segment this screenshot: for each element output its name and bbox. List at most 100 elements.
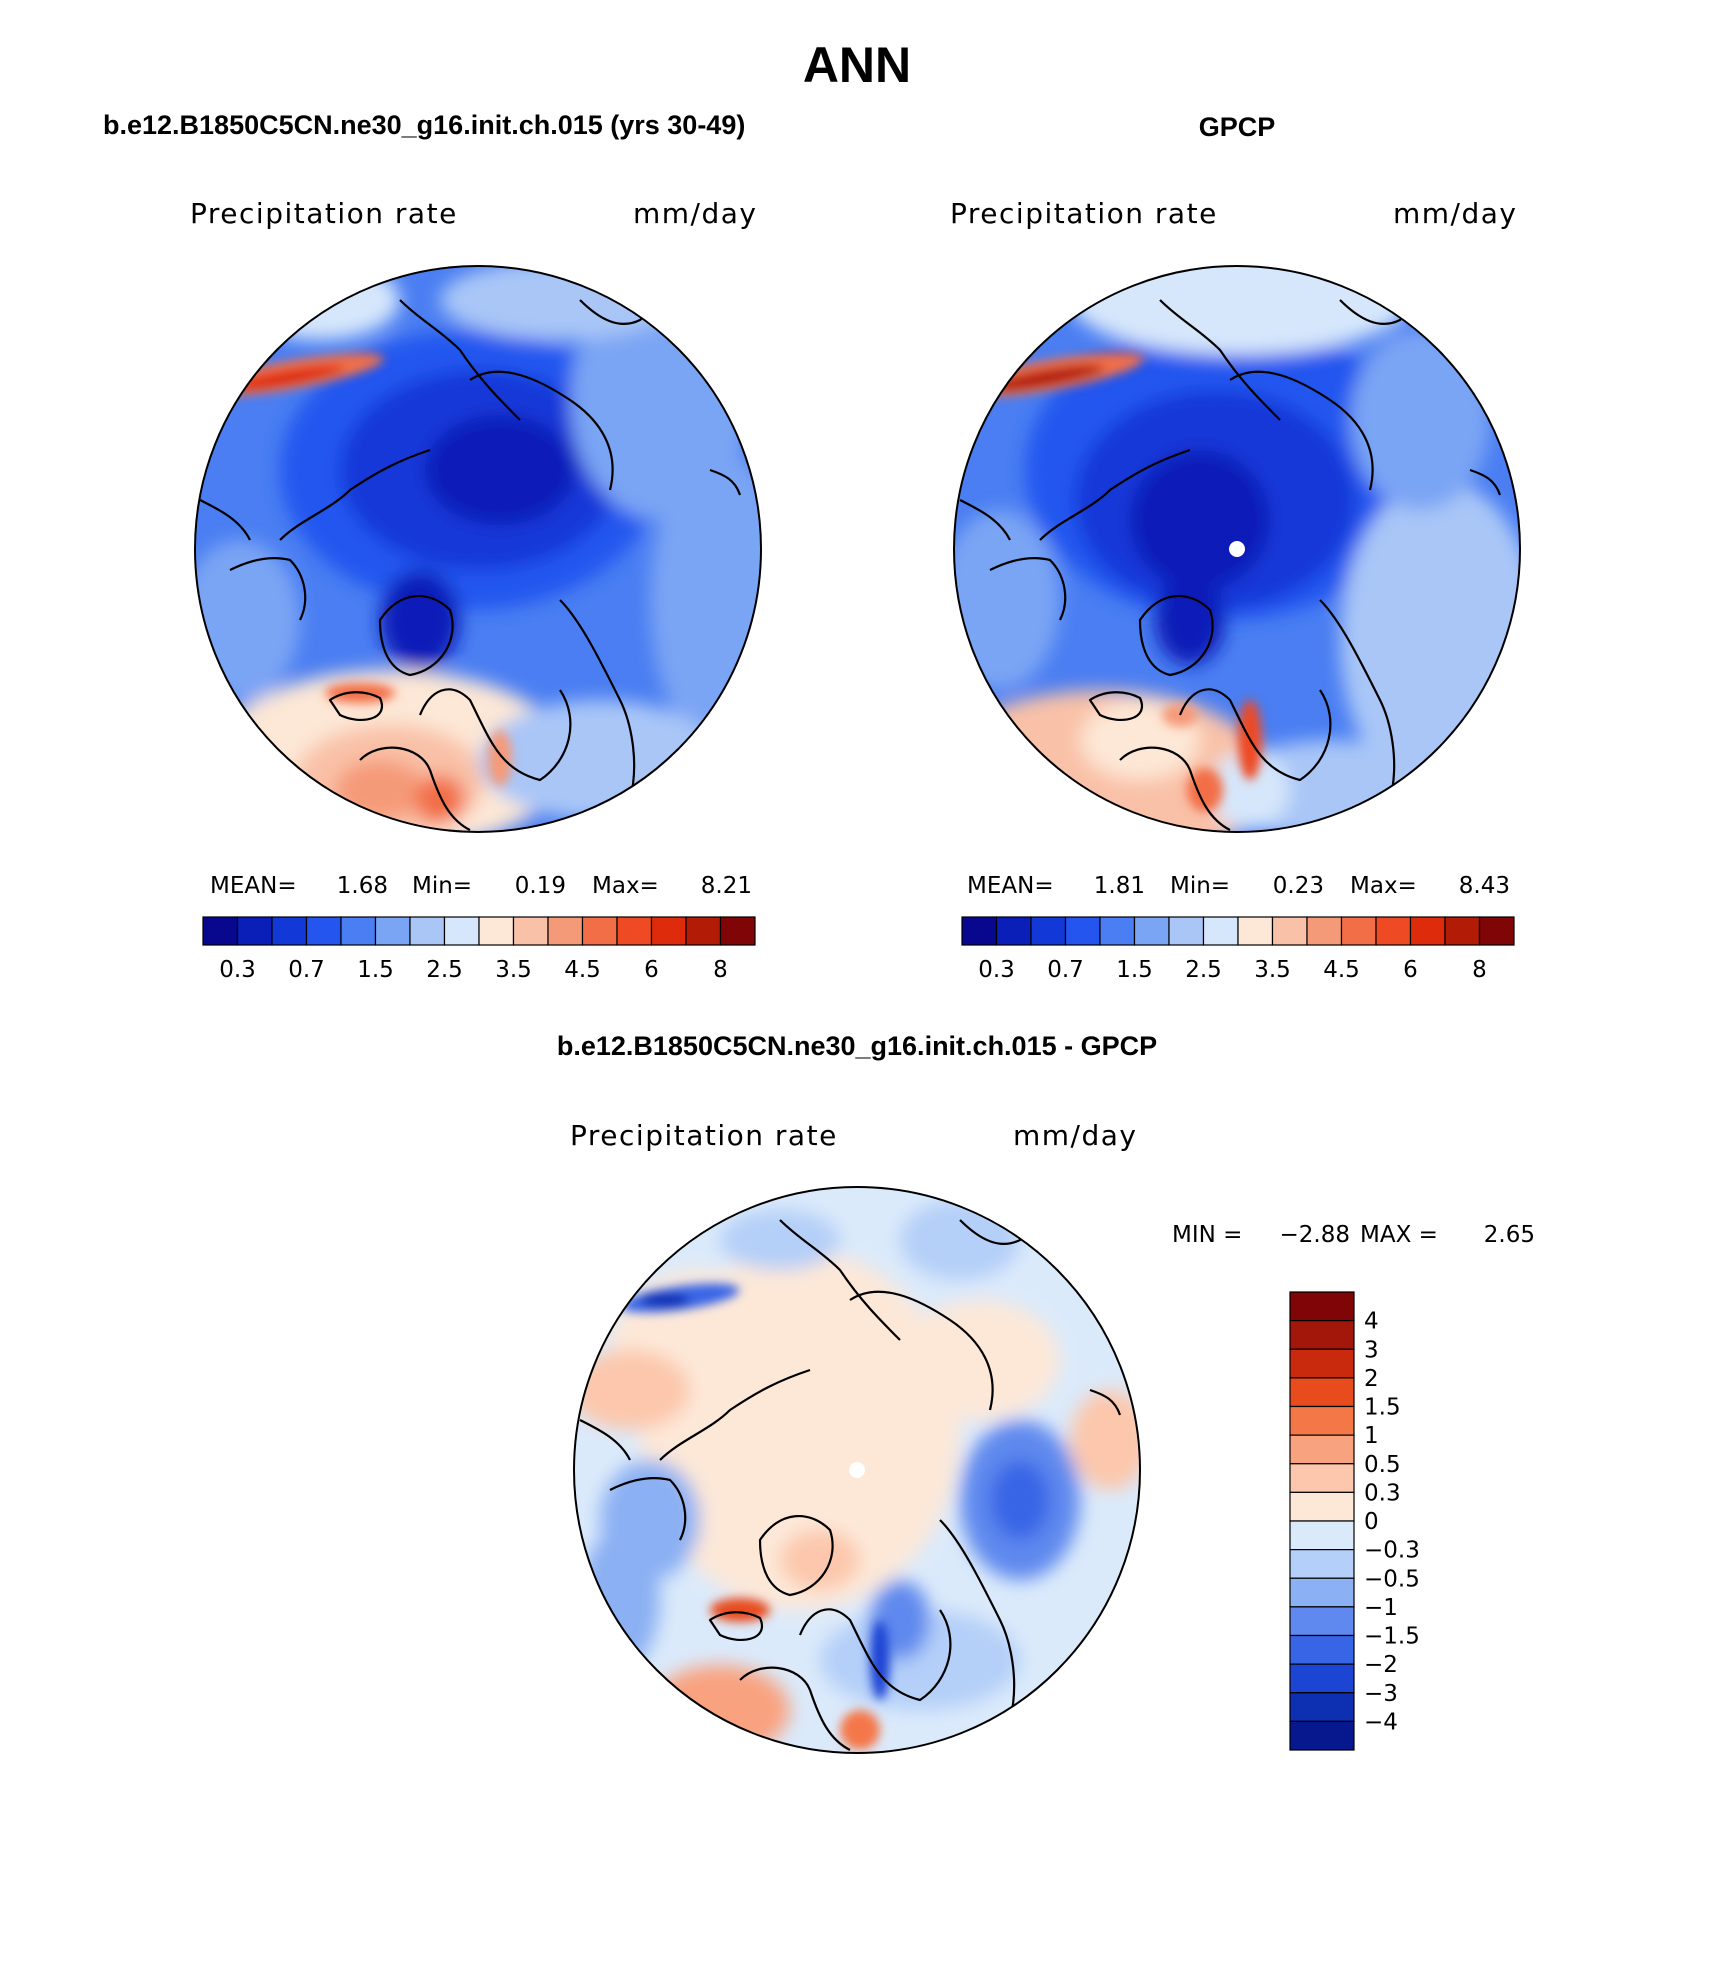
colorbar-tick-label: 0.7 [1047,957,1084,983]
max-value: 2.65 [1484,1222,1535,1248]
mean-label: MEAN= [967,873,1054,899]
colorbar-tick-label: 0.7 [288,957,325,983]
map-border [953,265,1521,833]
colorbar-tick-label: −1.5 [1364,1624,1420,1650]
colorbar-swatch [1340,916,1377,946]
colorbar-swatch [1289,1606,1355,1637]
colorbar-tick-label: 8 [1472,957,1487,983]
colorbar-swatch [1306,916,1343,946]
colorbar-tick-label: −4 [1364,1709,1398,1735]
colorbar-swatch [443,916,480,946]
polar-map [195,266,761,832]
max-label: MAX = [1360,1222,1438,1248]
map-border [194,265,762,833]
colorbar-tick-label: 0.3 [1364,1480,1401,1506]
colorbar-tick-label: 2.5 [426,957,463,983]
units-label: mm/day [1393,197,1518,230]
colorbar-swatch [271,916,308,946]
colorbar-tick-label: 2.5 [1185,957,1222,983]
colorbar-swatch [581,916,618,946]
colorbar-swatch [1030,916,1067,946]
colorbar-tick-label: −0.3 [1364,1538,1420,1564]
colorbar-tick-label: 1.5 [1364,1395,1401,1421]
colorbar-swatch [236,916,273,946]
variable-label: Precipitation rate [190,197,458,230]
colorbar-tick-label: 2 [1364,1366,1379,1392]
colorbar-swatch [1289,1634,1355,1665]
colorbar-tick-label: 3 [1364,1337,1379,1363]
colorbar-swatch [719,916,756,946]
panel-obs: GPCP Precipitation rate mm/day [950,112,1521,983]
colorbar-swatch [1133,916,1170,946]
units-label: mm/day [1013,1119,1138,1152]
colorbar-tick-label: −3 [1364,1681,1398,1707]
panel-model: b.e12.B1850C5CN.ne30_g16.init.ch.015 (yr… [103,110,762,983]
colorbar-tick-label: 3.5 [495,957,532,983]
colorbar-tick-label: 4 [1364,1309,1379,1335]
colorbar-swatch [1202,916,1239,946]
figure-title: ANN [803,37,911,93]
colorbar-tick-label: −0.5 [1364,1566,1420,1592]
max-value: 8.21 [701,873,752,899]
colorbar-swatch [478,916,515,946]
min-label: Min= [412,873,472,899]
colorbar-tick-label: 1.5 [357,957,394,983]
colorbar-tick-label: 6 [1403,957,1418,983]
map-border [573,1186,1141,1754]
stats-line: MIN = −2.88 MAX = 2.65 [1172,1222,1535,1248]
colorbar-model: 0.3 0.7 1.5 2.5 3.5 4.5 6 8 [202,916,756,983]
colorbar-swatch [1064,916,1101,946]
panel-title: GPCP [1199,112,1276,142]
colorbar-swatch [1289,1520,1355,1551]
max-label: Max= [1350,873,1417,899]
min-value: 0.19 [515,873,566,899]
panel-diff: b.e12.B1850C5CN.ne30_g16.init.ch.015 - G… [557,1031,1535,1754]
colorbar-swatch [1444,916,1481,946]
colorbar-swatch [305,916,342,946]
colorbar-swatch [1271,916,1308,946]
colorbar-tick-label: −2 [1364,1652,1398,1678]
colorbar-swatch [340,916,377,946]
mean-value: 1.81 [1094,873,1145,899]
colorbar-swatch [1289,1549,1355,1579]
min-label: MIN = [1172,1222,1242,1248]
polar-map [574,1187,1140,1753]
min-value: −2.88 [1280,1222,1350,1248]
colorbar-swatch [1289,1692,1355,1722]
stats-line: MEAN= 1.81 Min= 0.23 Max= 8.43 [967,873,1510,899]
colorbar-tick-label: 3.5 [1254,957,1291,983]
polar-map [954,266,1520,832]
colorbar-swatch [650,916,687,946]
min-value: 0.23 [1273,873,1324,899]
colorbar-swatch [1289,1663,1355,1694]
colorbar-swatch [685,916,722,946]
mean-label: MEAN= [210,873,297,899]
colorbar-swatch [1289,1291,1355,1322]
colorbar-swatch [1168,916,1205,946]
colorbar-swatch [1289,1348,1355,1379]
colorbar-swatch [1289,1577,1355,1608]
colorbar-tick-label: 0 [1364,1509,1379,1535]
colorbar-tick-label: 4.5 [1323,957,1360,983]
colorbar-swatch [1289,1463,1355,1493]
colorbar-swatch [1409,916,1446,946]
colorbar-swatch [961,916,998,946]
stats-line: MEAN= 1.68 Min= 0.19 Max= 8.21 [210,873,752,899]
colorbar-swatch [616,916,653,946]
colorbar-swatch [1289,1320,1355,1350]
variable-label: Precipitation rate [950,197,1218,230]
colorbar-swatch [409,916,446,946]
colorbar-swatch [1289,1377,1355,1408]
colorbar-swatch [995,916,1032,946]
colorbar-tick-label: 0.3 [219,957,256,983]
colorbar-swatch [547,916,584,946]
colorbar-obs: 0.3 0.7 1.5 2.5 3.5 4.5 6 8 [961,916,1515,983]
colorbar-swatch [1289,1491,1355,1522]
colorbar-swatch [1237,916,1274,946]
colorbar-tick-label: 4.5 [564,957,601,983]
panel-title: b.e12.B1850C5CN.ne30_g16.init.ch.015 - G… [557,1031,1157,1061]
colorbar-diff: 43 2 1.51 0.50.3 0 −0.3−0.5 −1 −1.5−2 −3−4 [1289,1291,1420,1751]
colorbar-swatch [512,916,549,946]
colorbar-swatch [1478,916,1515,946]
